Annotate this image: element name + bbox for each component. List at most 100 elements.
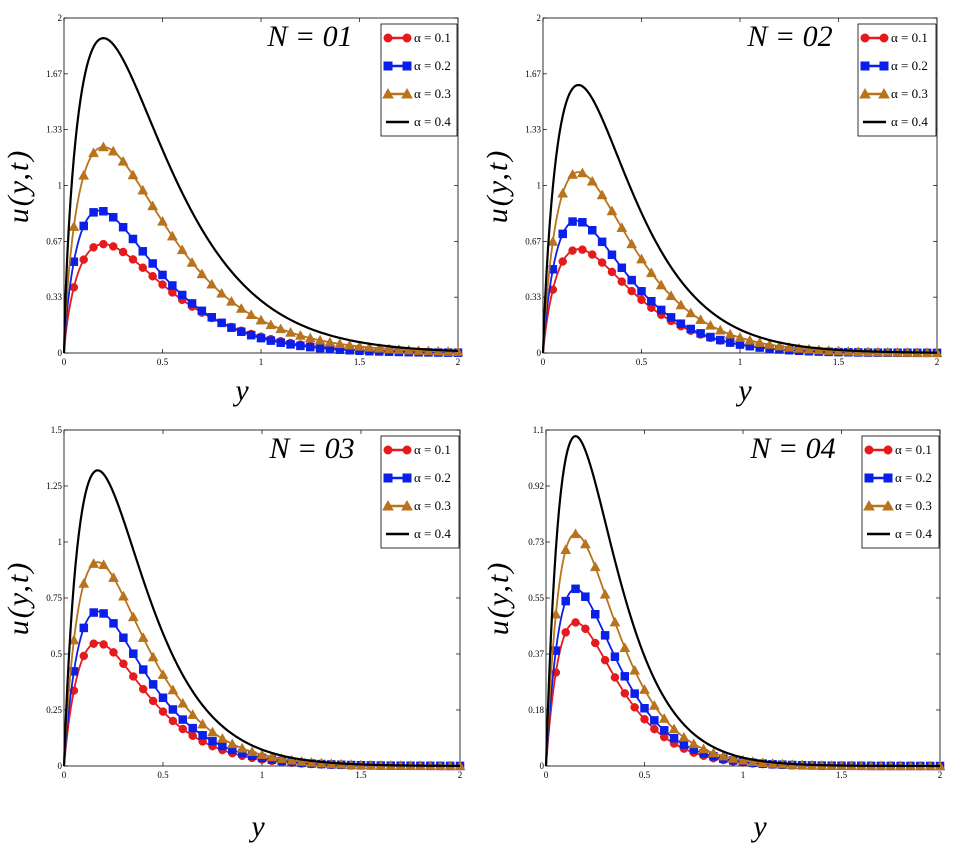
data-point (708, 747, 719, 758)
legend: α = 0.1 α = 0.2 α = 0.3 α = 0.4 (857, 23, 937, 137)
data-point (198, 730, 207, 740)
data-point (599, 588, 611, 599)
data-point (109, 242, 118, 251)
y-tick-label: 0.33 (525, 292, 541, 302)
y-tick-label: 1.67 (46, 69, 62, 79)
legend-label: α = 0.2 (895, 470, 932, 485)
data-point (128, 255, 138, 264)
data-point (324, 336, 336, 347)
data-point (659, 726, 669, 735)
legend-swatch-marker (879, 33, 889, 43)
data-point (650, 716, 659, 725)
data-point (764, 339, 775, 349)
data-point (640, 704, 649, 713)
data-point (78, 169, 90, 180)
series-4 (62, 469, 461, 767)
data-point (591, 638, 600, 648)
legend-label: α = 0.4 (895, 526, 932, 541)
data-point (129, 649, 138, 658)
data-point (304, 332, 316, 343)
data-point (647, 297, 656, 306)
data-point (596, 189, 608, 200)
data-point (616, 222, 628, 232)
data-point (79, 623, 89, 633)
legend-swatch-marker (401, 87, 413, 99)
data-point (285, 326, 296, 337)
data-point (256, 333, 266, 343)
data-point (581, 624, 590, 634)
data-point (679, 740, 689, 749)
data-point (655, 279, 667, 290)
x-tick-label: 1.5 (836, 770, 848, 780)
data-point (188, 731, 197, 741)
data-point (588, 226, 597, 235)
data-point (620, 672, 630, 681)
y-axis-label: u(y,t) (482, 561, 515, 635)
data-point (648, 700, 660, 710)
y-tick-label: 0 (537, 348, 542, 358)
data-point (79, 651, 89, 661)
x-tick-label: 2 (935, 357, 940, 367)
data-point (168, 716, 178, 726)
data-point (666, 313, 676, 322)
data-point (636, 253, 647, 264)
data-point (716, 335, 725, 345)
data-point (266, 336, 276, 345)
data-point (714, 324, 726, 335)
data-point (626, 238, 638, 249)
legend-box (380, 23, 458, 137)
x-tick-label: 0 (62, 770, 67, 780)
data-point (610, 652, 620, 661)
data-point (567, 169, 578, 179)
y-axis-label: u(y,t) (2, 561, 35, 635)
legend-swatch-marker (401, 499, 413, 511)
data-point (178, 715, 188, 724)
data-point (178, 724, 188, 734)
legend-label: α = 0.3 (895, 498, 932, 513)
series-3 (63, 141, 464, 357)
y-tick-label: 0.33 (46, 292, 62, 302)
data-point (639, 684, 650, 694)
data-point (675, 299, 687, 310)
data-point (286, 340, 295, 349)
series-line (63, 209, 459, 354)
data-point (568, 217, 577, 226)
legend-label: α = 0.3 (414, 86, 451, 101)
legend-swatch-marker (382, 87, 394, 99)
data-point (610, 673, 620, 682)
data-point (177, 697, 189, 708)
y-axis-label: u(y,t) (2, 149, 35, 223)
data-point (117, 590, 129, 601)
data-point (187, 299, 197, 308)
legend: α = 0.1 α = 0.2 α = 0.3 α = 0.4 (380, 23, 458, 137)
legend-box (857, 23, 937, 137)
legend-label: α = 0.3 (414, 498, 451, 513)
x-tick-label: 0.5 (157, 770, 169, 780)
data-point (265, 319, 277, 330)
data-point (167, 684, 179, 695)
x-tick-label: 0.5 (157, 357, 169, 367)
panel-title: N = 02 (746, 20, 832, 53)
panel-1: 0 0.5 1 1.5 2 0 0.33 0.67 1 1.33 1.67 2 y u(y,t) N = 0… (2, 13, 464, 407)
data-point (676, 319, 686, 328)
data-point (586, 175, 598, 186)
data-point (256, 749, 268, 759)
data-point (600, 655, 610, 665)
data-point (558, 229, 567, 239)
x-axis-label: y (232, 374, 249, 407)
data-point (695, 314, 707, 324)
legend-label: α = 0.4 (414, 114, 451, 129)
data-point (314, 334, 326, 345)
data-point (99, 609, 108, 618)
data-point (235, 303, 247, 313)
y-tick-label: 1 (58, 537, 63, 547)
legend-box (380, 435, 460, 549)
panel-title: N = 01 (266, 20, 352, 53)
data-point (127, 611, 139, 622)
data-point (561, 628, 570, 637)
data-point (686, 324, 695, 334)
data-point (630, 703, 639, 712)
data-point (158, 270, 167, 280)
data-point (600, 631, 610, 640)
legend-swatch-marker (883, 473, 893, 483)
